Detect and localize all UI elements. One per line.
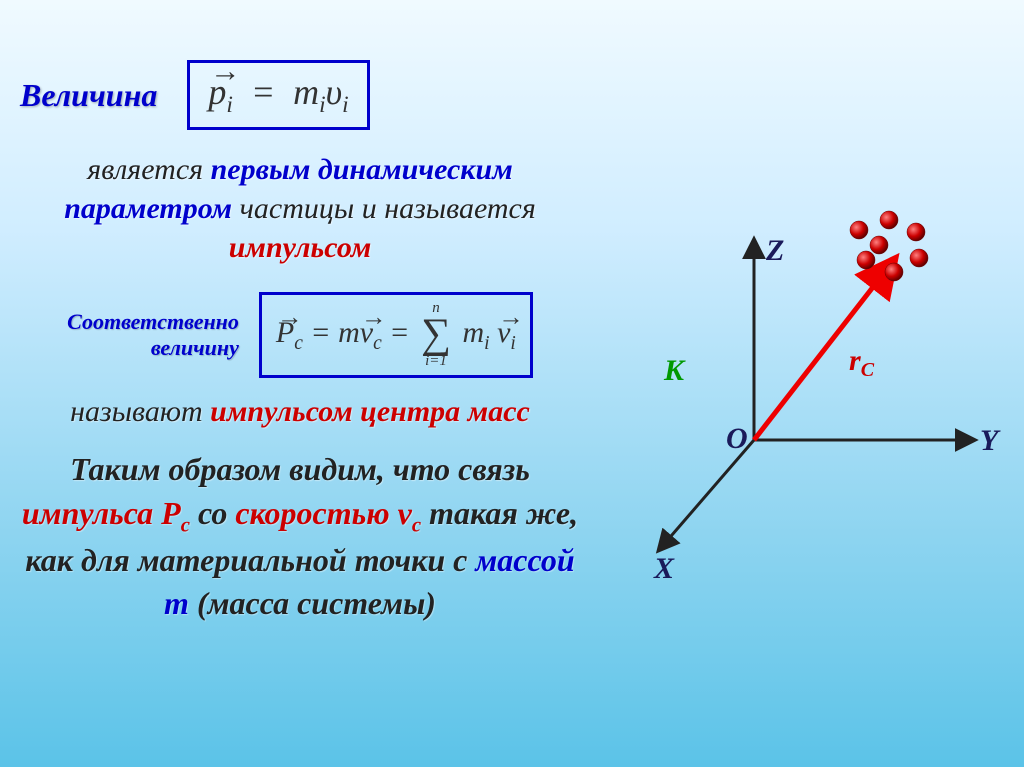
formula2-box: Pc = mvc = n ∑ i=1 mi vi	[259, 292, 533, 378]
svg-text:X: X	[653, 552, 675, 580]
paragraph-3: Таким образом видим, что связь импульса …	[20, 448, 580, 625]
paragraph-2: называют импульсом центра масс	[20, 393, 580, 431]
formula1-box: pi = miυi	[187, 60, 369, 130]
formula1: pi = miυi	[208, 72, 348, 112]
heading-velichina: Величина	[20, 77, 157, 114]
svg-text:rC: rC	[849, 344, 875, 381]
formula2: Pc = mvc = n ∑ i=1 mi vi	[276, 316, 516, 349]
svg-text:K: K	[663, 354, 686, 387]
coordinate-diagram: Z Y X O KrC	[604, 150, 1004, 580]
paragraph-1: является первым динамическим параметром …	[20, 150, 580, 267]
svg-text:Z: Z	[765, 234, 784, 267]
svg-text:Y: Y	[980, 424, 1001, 457]
svg-text:O: O	[726, 422, 748, 455]
label-sootvetstvenno: Соответственновеличину	[67, 309, 239, 362]
